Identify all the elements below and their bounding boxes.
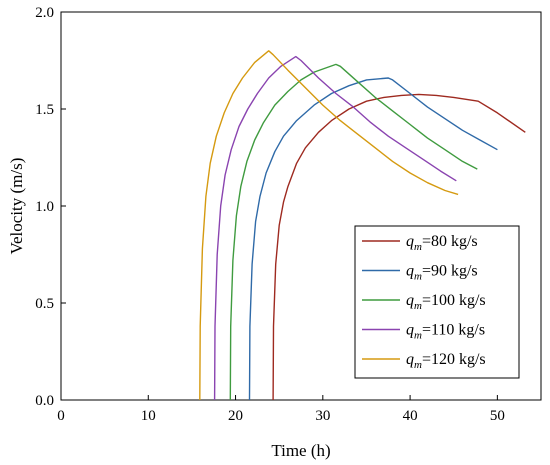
x-tick-label: 20 (228, 408, 243, 424)
x-tick-label: 40 (403, 408, 418, 424)
y-tick-label: 1.5 (35, 102, 54, 118)
x-tick-label: 10 (141, 408, 156, 424)
axis-ticks: 0 10 20 30 40 50 0.0 0.5 1.0 1.5 2.0 (35, 5, 505, 424)
y-tick-label: 0.0 (35, 393, 54, 409)
legend: qm=80 kg/s qm=90 kg/s qm=100 kg/s qm=110 kg… (354, 225, 520, 379)
series-line-0 (272, 93, 526, 401)
x-tick-label: 0 (57, 408, 65, 424)
series-line-1 (248, 77, 498, 401)
series-line-4 (199, 50, 459, 401)
x-tick-label: 30 (315, 408, 330, 424)
y-axis-title: Velocity (m/s) (7, 158, 26, 255)
y-tick-label: 0.5 (35, 296, 54, 312)
legend-label: qm=80 kg/s (406, 233, 478, 253)
legend-label: qm=90 kg/s (406, 263, 478, 283)
series-line-3 (213, 55, 457, 401)
legend-label: qm=110 kg/s (406, 322, 485, 342)
x-tick-label: 50 (490, 408, 505, 424)
legend-label: qm=120 kg/s (406, 351, 486, 371)
legend-box (354, 225, 520, 379)
series-lines (199, 50, 526, 401)
y-tick-label: 1.0 (35, 199, 54, 215)
series-line-2 (229, 63, 478, 401)
x-axis-title: Time (h) (271, 441, 330, 460)
y-tick-label: 2.0 (35, 5, 54, 21)
legend-label: qm=100 kg/s (406, 292, 486, 312)
